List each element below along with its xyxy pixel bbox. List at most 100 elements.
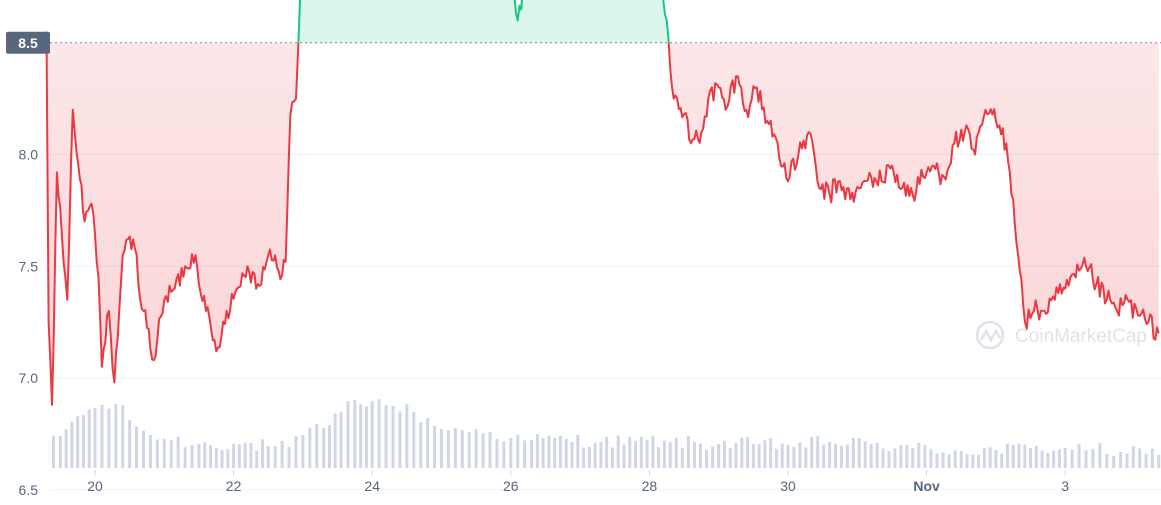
- volume-bar: [433, 426, 437, 468]
- volume-bar: [982, 448, 986, 468]
- volume-bar: [214, 448, 218, 468]
- volume-bar: [711, 446, 715, 468]
- x-tick-label: 30: [780, 478, 796, 494]
- volume-bar: [929, 449, 933, 468]
- volume-bar: [780, 443, 784, 468]
- volume-bar: [530, 440, 534, 468]
- volume-bar: [851, 437, 855, 468]
- volume-bar: [705, 449, 709, 468]
- volume-bar: [1029, 448, 1033, 468]
- volume-bar: [587, 446, 591, 468]
- volume-bar: [128, 420, 132, 468]
- volume-bar: [674, 437, 678, 468]
- x-axis: 20 22 24 26 28 30 Nov 3: [87, 470, 1069, 494]
- volume-bar: [1131, 446, 1135, 468]
- volume-bar: [828, 442, 832, 468]
- volume-bar: [488, 432, 492, 468]
- volume-bar: [582, 447, 586, 468]
- volume-bar: [971, 454, 975, 468]
- volume-bar: [426, 417, 430, 468]
- y-tick-label: 8.0: [19, 147, 39, 163]
- volume-bar: [1125, 453, 1129, 468]
- volume-bar: [273, 446, 277, 468]
- volume-bar: [1011, 444, 1015, 468]
- volume-bar: [377, 399, 381, 468]
- x-tick-label: Nov: [913, 478, 940, 494]
- volume-bar: [76, 416, 80, 468]
- volume-bar: [287, 447, 291, 468]
- volume-bar: [816, 436, 820, 468]
- volume-bar: [1023, 444, 1027, 468]
- volume-bar: [169, 440, 173, 468]
- x-tick-label: 22: [226, 478, 242, 494]
- volume-bar: [881, 448, 885, 468]
- volume-bar: [977, 454, 981, 468]
- y-tick-label: 7.5: [19, 258, 39, 274]
- volume-bar: [911, 448, 915, 468]
- volume-bar: [1017, 443, 1021, 468]
- volume-bar: [570, 442, 574, 468]
- volume-bar: [988, 447, 992, 468]
- volume-bar: [634, 441, 638, 468]
- volume-bar: [751, 444, 755, 468]
- volume-bar: [1005, 443, 1009, 468]
- volume-bar: [121, 405, 125, 468]
- volume-bar: [692, 441, 696, 468]
- volume-bar: [893, 448, 897, 468]
- volume-bar: [535, 434, 539, 468]
- volume-bar: [804, 447, 808, 468]
- x-tick-label: 26: [503, 478, 519, 494]
- volume-bar: [446, 430, 450, 468]
- volume-bar: [107, 408, 111, 468]
- volume-bar: [959, 451, 963, 468]
- volume-bar: [226, 449, 230, 468]
- volume-bar: [1046, 452, 1050, 468]
- y-tick-label: 6.5: [19, 482, 39, 498]
- volume-bar: [763, 440, 767, 468]
- volume-bar: [923, 445, 927, 468]
- volume-bar: [1150, 448, 1154, 468]
- volume-bar: [1112, 455, 1116, 468]
- volume-bar: [237, 444, 241, 468]
- volume-bar: [260, 439, 264, 468]
- volume-bar: [220, 450, 224, 468]
- volume-bar: [1157, 455, 1161, 468]
- volume-bar: [774, 448, 778, 468]
- volume-bar: [728, 448, 732, 468]
- baseline-label: 8.5: [6, 31, 50, 54]
- volume-bar: [1000, 453, 1004, 468]
- volume-bar: [947, 454, 951, 468]
- volume-bar: [176, 436, 180, 468]
- volume-bar: [301, 435, 305, 468]
- baseline-label-bg: [6, 31, 50, 54]
- volume-bar: [1040, 450, 1044, 468]
- volume-bar: [135, 426, 139, 468]
- volume-bar: [746, 437, 750, 468]
- volume-bar: [605, 436, 609, 468]
- volume-bar: [845, 444, 849, 468]
- volume-bar: [810, 437, 814, 468]
- volume-bar: [1098, 442, 1102, 468]
- volume-bar: [740, 437, 744, 468]
- volume-bar: [148, 435, 152, 468]
- volume-bar: [628, 436, 632, 468]
- price-line[interactable]: [45, 0, 1160, 406]
- volume-bar: [1138, 448, 1142, 468]
- volume-bar: [460, 430, 464, 468]
- volume-bar: [786, 445, 790, 468]
- volume-bar: [1063, 448, 1067, 468]
- volume-bar: [142, 430, 146, 468]
- volume-bar: [495, 439, 499, 468]
- volume-bar: [680, 448, 684, 468]
- volume-bar: [1034, 445, 1038, 468]
- volume-bar: [197, 444, 201, 468]
- volume-bar: [183, 447, 187, 468]
- volume-bar: [516, 434, 520, 468]
- volume-bar: [1105, 453, 1109, 468]
- volume-bar: [863, 441, 867, 468]
- volume-bar: [398, 411, 402, 468]
- area-fill-below: [46, 42, 1159, 405]
- price-line-down[interactable]: [45, 0, 1160, 406]
